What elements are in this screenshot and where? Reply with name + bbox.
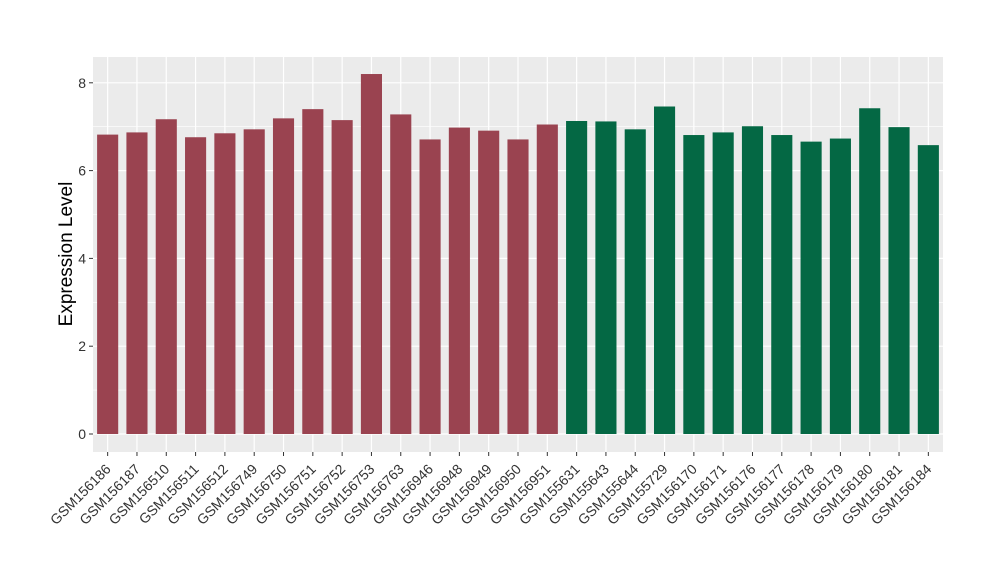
bar-GSM156186	[97, 134, 119, 435]
bar-GSM156763	[390, 114, 412, 435]
bar-GSM156752	[331, 120, 353, 435]
bar-GSM156180	[859, 108, 881, 435]
bar-GSM156178	[800, 141, 822, 434]
bar-GSM156510	[155, 119, 177, 434]
bar-GSM156179	[829, 138, 851, 435]
bar-GSM156512	[214, 133, 236, 434]
bar-GSM155643	[595, 121, 617, 434]
bar-GSM156753	[360, 74, 382, 435]
bar-GSM156177	[771, 135, 793, 434]
bar-GSM155631	[566, 120, 588, 435]
bar-GSM156750	[272, 118, 295, 434]
y-axis: 0 2 4 6 8	[78, 75, 93, 442]
bar-GSM155644	[624, 129, 646, 435]
y-tick-label: 6	[78, 163, 86, 179]
y-tick-label: 2	[78, 338, 86, 354]
bar-GSM156946	[419, 139, 441, 434]
bar-GSM156949	[478, 130, 500, 434]
bar-GSM155729	[654, 106, 676, 435]
y-axis-title: Expression Level	[56, 182, 77, 327]
y-tick-label: 8	[78, 75, 86, 91]
y-tick-label: 0	[78, 426, 86, 442]
bar-GSM156170	[683, 135, 705, 434]
bar-GSM156176	[741, 126, 764, 435]
bar-GSM156950	[507, 139, 529, 434]
bar-GSM156187	[126, 132, 148, 435]
x-axis: GSM156186GSM156187GSM156510GSM156511GSM1…	[47, 452, 935, 528]
bar-GSM156948	[448, 127, 470, 434]
bars	[97, 74, 939, 435]
bar-GSM156951	[536, 124, 558, 434]
bar-GSM156181	[888, 127, 910, 434]
bar-GSM156749	[243, 129, 265, 435]
bar-GSM156171	[712, 132, 734, 435]
bar-GSM156184	[917, 145, 939, 434]
bar-GSM156511	[185, 137, 207, 434]
bar-GSM156751	[302, 109, 324, 434]
y-tick-label: 4	[78, 250, 86, 266]
